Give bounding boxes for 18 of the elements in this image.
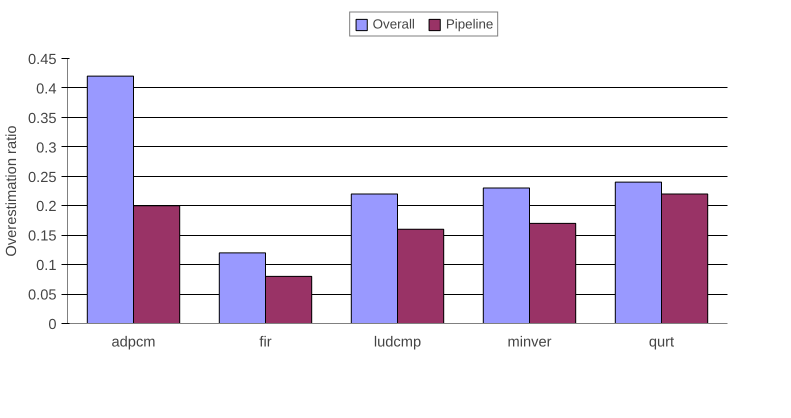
y-tick-label: 0.3 xyxy=(36,140,56,156)
legend-label: Pipeline xyxy=(446,16,494,32)
y-tick-label: 0 xyxy=(48,317,57,333)
y-tick-label: 0.35 xyxy=(28,110,57,127)
y-tick-label: 0.4 xyxy=(36,81,56,98)
y-tick-label: 0.15 xyxy=(28,228,57,245)
x-tick-label: qurt xyxy=(648,334,674,350)
x-tick-label: ludcmp xyxy=(374,334,422,350)
legend-label: Overall xyxy=(372,16,415,32)
y-axis-title: Overestimation ratio xyxy=(4,125,20,257)
y-tick-label: 0.05 xyxy=(28,288,57,304)
x-tick-label: fir xyxy=(259,334,272,350)
x-tick-label: minver xyxy=(508,334,552,350)
y-tick-label: 0.25 xyxy=(28,170,57,186)
y-tick-label: 0.1 xyxy=(36,258,56,274)
x-tick-label: adpcm xyxy=(112,334,156,350)
y-tick-label: 0.45 xyxy=(28,52,57,68)
y-tick-label: 0.2 xyxy=(36,199,56,216)
